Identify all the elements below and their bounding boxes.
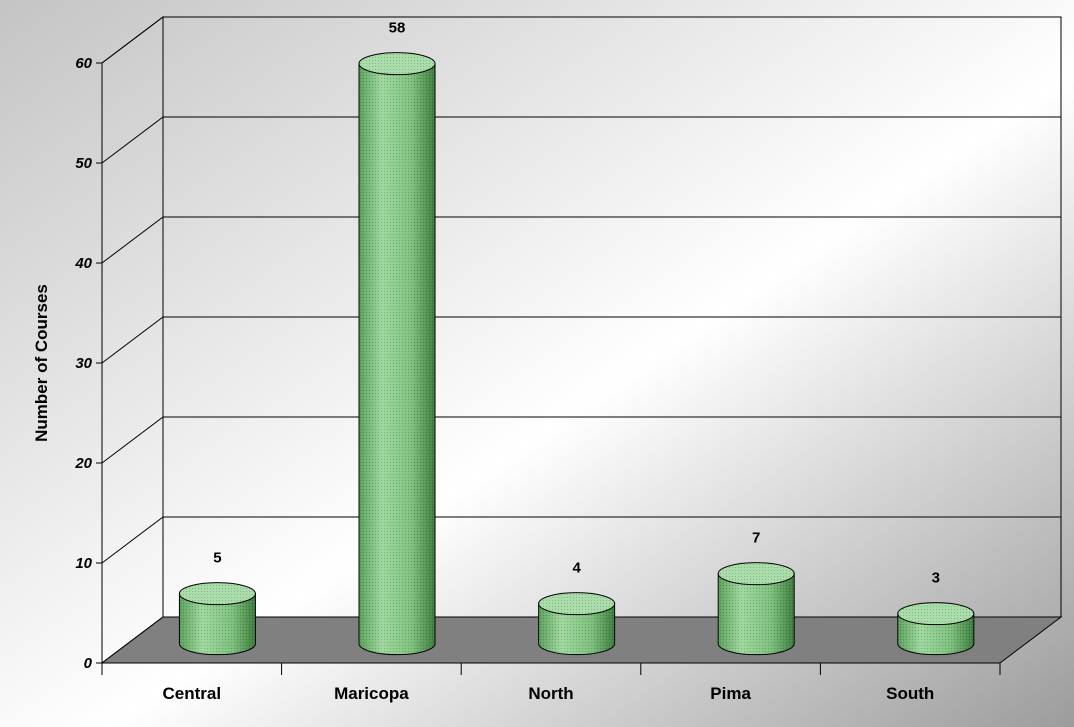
gridline (101, 516, 1061, 564)
bar-texture (718, 573, 795, 655)
bar-maricopa: 58 (358, 20, 436, 656)
bar-top-texture (718, 562, 795, 585)
y-tick-label: 40 (74, 255, 92, 272)
data-label: 5 (213, 550, 221, 567)
x-category-label: North (528, 684, 573, 703)
y-tick-label: 20 (74, 455, 92, 472)
bar-central: 5 (178, 550, 256, 656)
x-category-label: Central (163, 684, 222, 703)
bar-texture (897, 613, 974, 655)
bar-top-texture (897, 602, 974, 625)
data-label: 58 (389, 20, 406, 37)
bar-south: 3 (897, 570, 975, 656)
y-tick-label: 10 (75, 555, 92, 572)
bar-texture (179, 593, 256, 655)
bar-top-texture (538, 592, 615, 615)
bar-pima: 7 (717, 530, 795, 656)
x-category-label: South (886, 684, 934, 703)
bar-texture (359, 63, 436, 655)
gridline (101, 216, 1061, 264)
gridline (101, 316, 1061, 364)
bar-top-texture (359, 52, 436, 75)
gridline (101, 416, 1061, 464)
y-tick-label: 50 (75, 155, 92, 172)
y-axis-title: Number of Courses (32, 284, 51, 442)
gridline (101, 116, 1061, 164)
data-label: 3 (932, 570, 940, 587)
data-label: 4 (572, 560, 581, 577)
y-tick-label: 30 (75, 355, 92, 372)
bar-texture (538, 603, 615, 655)
data-label: 7 (752, 530, 760, 547)
bar-north: 4 (538, 560, 616, 656)
gridline (101, 16, 1061, 64)
bar-top-texture (179, 582, 256, 605)
y-tick-label: 0 (84, 655, 93, 672)
x-category-label: Maricopa (334, 684, 409, 703)
y-tick-label: 60 (75, 55, 92, 72)
x-category-label: Pima (710, 684, 751, 703)
